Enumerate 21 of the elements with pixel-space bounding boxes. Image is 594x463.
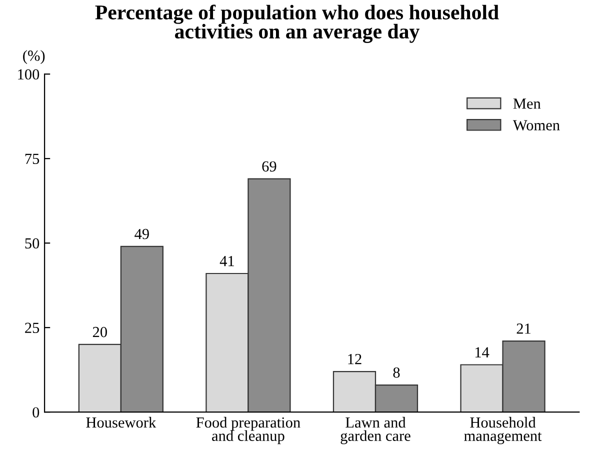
y-axis-title: (%) bbox=[23, 50, 45, 64]
y-tick-label: 25 bbox=[25, 322, 40, 334]
legend-label: Men bbox=[513, 98, 541, 109]
y-tick-label: 0 bbox=[32, 407, 40, 418]
data-label: 20 bbox=[92, 326, 107, 338]
chart-title: Percentage of population who does household activities on an average day bbox=[95, 4, 499, 43]
x-tick-label: Lawn and garden care bbox=[340, 416, 410, 444]
y-tick-label: 50 bbox=[25, 238, 40, 249]
data-label: 12 bbox=[348, 354, 362, 364]
x-tick-label: Household management bbox=[464, 416, 542, 444]
legend-label: Women bbox=[512, 120, 560, 130]
data-label: 49 bbox=[134, 228, 149, 240]
x-tick-label: Food preparation and cleanup bbox=[196, 416, 300, 444]
data-label: 14 bbox=[475, 347, 490, 358]
x-tick-label: Housework bbox=[86, 416, 156, 428]
y-tick-label: 75 bbox=[25, 154, 40, 164]
data-label: 69 bbox=[262, 161, 276, 172]
data-label: 8 bbox=[393, 367, 400, 378]
y-tick-label: 100 bbox=[18, 69, 40, 80]
data-label: 21 bbox=[516, 324, 531, 334]
data-label: 41 bbox=[220, 256, 234, 266]
